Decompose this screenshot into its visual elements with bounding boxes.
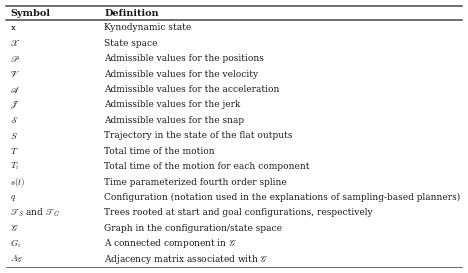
Text: Total time of the motion: Total time of the motion: [104, 147, 215, 156]
Text: Trees rooted at start and goal configurations, respectively: Trees rooted at start and goal configura…: [104, 209, 373, 218]
Text: Admissible values for the positions: Admissible values for the positions: [104, 54, 264, 63]
Text: $\mathscr{J}$: $\mathscr{J}$: [10, 99, 19, 111]
Text: Trajectory in the state of the flat outputs: Trajectory in the state of the flat outp…: [104, 131, 292, 140]
Text: $G_i$: $G_i$: [10, 238, 21, 250]
Text: $\mathscr{S}$: $\mathscr{S}$: [10, 115, 18, 125]
Text: A connected component in $\mathscr{G}$: A connected component in $\mathscr{G}$: [104, 237, 237, 250]
Text: $A_{\mathscr{G}}$: $A_{\mathscr{G}}$: [10, 254, 23, 265]
Text: Symbol: Symbol: [10, 8, 50, 17]
Text: $\mathscr{V}$: $\mathscr{V}$: [10, 69, 20, 79]
Text: $\mathscr{G}$: $\mathscr{G}$: [10, 223, 19, 233]
Text: Adjacency matrix associated with $\mathscr{G}$: Adjacency matrix associated with $\maths…: [104, 253, 269, 266]
Text: Admissible values for the jerk: Admissible values for the jerk: [104, 100, 241, 109]
Text: $\mathscr{A}$: $\mathscr{A}$: [10, 84, 20, 95]
Text: Time parameterized fourth order spline: Time parameterized fourth order spline: [104, 178, 287, 186]
Text: $\mathscr{T}_S$ and $\mathscr{T}_G$: $\mathscr{T}_S$ and $\mathscr{T}_G$: [10, 207, 60, 219]
Text: Admissible values for the snap: Admissible values for the snap: [104, 116, 244, 125]
Text: State space: State space: [104, 39, 158, 48]
Text: $s(t)$: $s(t)$: [10, 176, 26, 189]
Text: $\mathscr{P}$: $\mathscr{P}$: [10, 54, 20, 64]
Text: Configuration (notation used in the explanations of sampling-based planners): Configuration (notation used in the expl…: [104, 193, 461, 202]
Text: Admissible values for the acceleration: Admissible values for the acceleration: [104, 85, 279, 94]
Text: $T$: $T$: [10, 146, 18, 156]
Text: Admissible values for the velocity: Admissible values for the velocity: [104, 70, 258, 79]
Text: Graph in the configuration/state space: Graph in the configuration/state space: [104, 224, 282, 233]
Text: $q$: $q$: [10, 192, 16, 203]
Text: $\mathscr{X}$: $\mathscr{X}$: [10, 38, 20, 48]
Text: Definition: Definition: [104, 8, 159, 17]
Text: $S$: $S$: [10, 131, 18, 141]
Text: Kynodynamic state: Kynodynamic state: [104, 23, 191, 32]
Text: Total time of the motion for each component: Total time of the motion for each compon…: [104, 162, 309, 171]
Text: $\mathbf{x}$: $\mathbf{x}$: [10, 23, 16, 32]
Text: $T_i$: $T_i$: [10, 161, 19, 173]
